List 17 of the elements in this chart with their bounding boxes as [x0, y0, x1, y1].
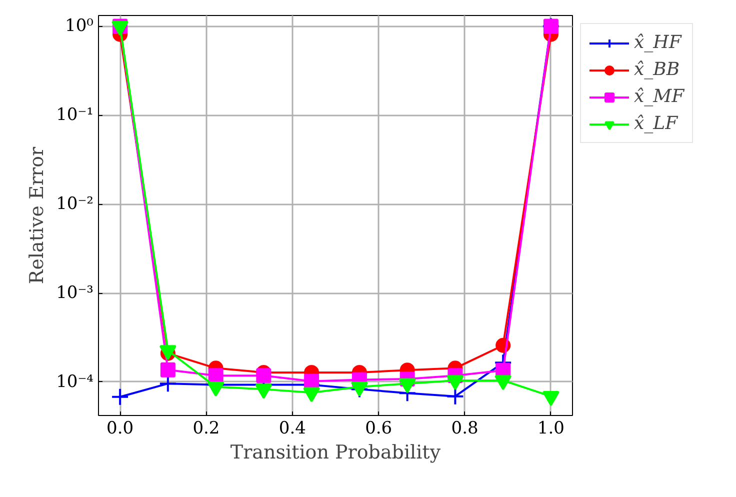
x-tick-label: 1.0 — [537, 418, 564, 438]
y-tick-label: 10⁻⁴ — [56, 372, 94, 392]
x-tick-label: 0.6 — [365, 418, 392, 438]
y-axis-title: Relative Error — [26, 146, 48, 284]
y-tick-label: 10⁻² — [56, 194, 94, 214]
legend-label: x̂_HF — [634, 32, 682, 53]
x-tick-label: 0.2 — [192, 418, 220, 438]
x-tick-label: 0.4 — [278, 418, 306, 438]
y-tick-label: 10⁻¹ — [56, 105, 94, 126]
x-axis-title: Transition Probability — [230, 442, 441, 464]
x-tick-label: 0.0 — [106, 418, 134, 438]
legend-label: x̂_MF — [634, 86, 684, 107]
y-tick-label: 10⁻³ — [56, 283, 94, 304]
legend-label: x̂_BB — [634, 59, 680, 80]
x-tick-label: 0.8 — [451, 418, 478, 438]
y-tick-label: 10⁰ — [65, 16, 94, 36]
legend-label: x̂_LF — [634, 113, 678, 134]
